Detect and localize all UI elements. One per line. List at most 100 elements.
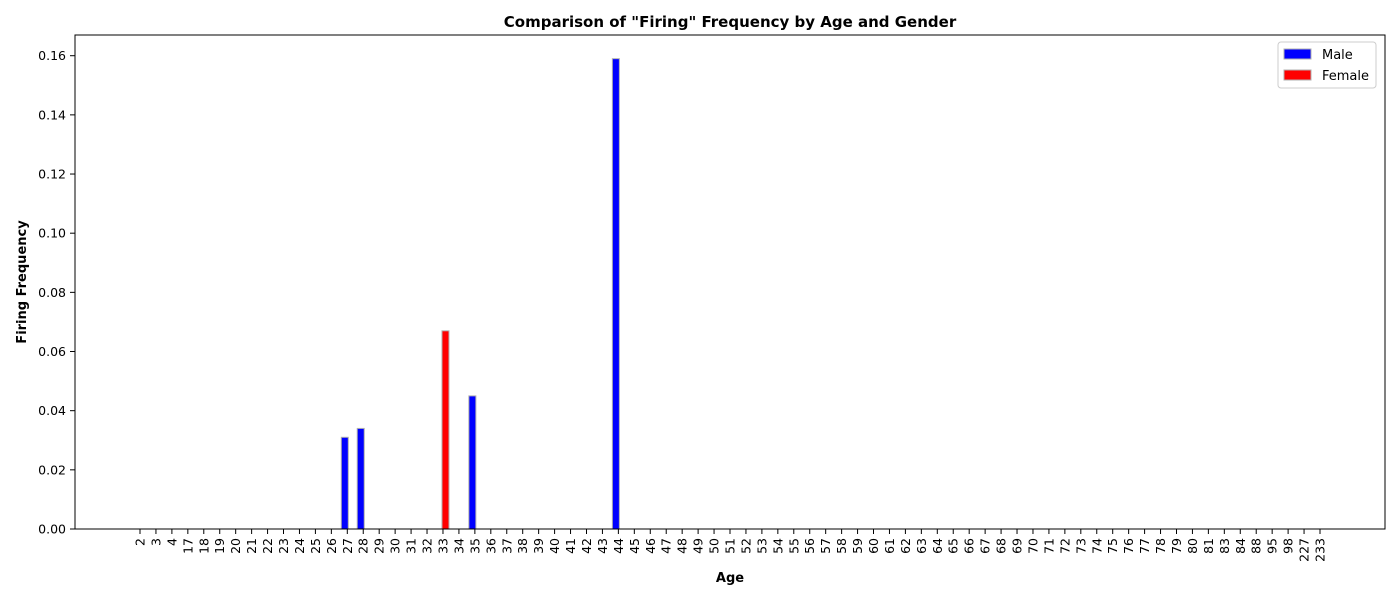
y-tick-label: 0.00 — [38, 522, 66, 537]
x-tick-label: 25 — [308, 538, 323, 554]
x-tick-label: 227 — [1297, 538, 1312, 562]
x-tick-label: 75 — [1105, 538, 1120, 554]
x-tick-label: 60 — [866, 538, 881, 554]
x-tick-label: 55 — [786, 538, 801, 554]
x-tick-label: 58 — [834, 538, 849, 554]
x-tick-label: 46 — [643, 538, 658, 554]
x-tick-label: 67 — [978, 538, 993, 554]
x-tick-label: 63 — [914, 538, 929, 554]
x-tick-label: 73 — [1073, 538, 1088, 554]
x-tick-label: 88 — [1249, 538, 1264, 554]
x-tick-label: 26 — [324, 538, 339, 554]
x-tick-label: 43 — [595, 538, 610, 554]
bar-male-27[interactable] — [340, 436, 349, 530]
x-tick-label: 17 — [180, 538, 195, 554]
x-tick-label: 22 — [260, 538, 275, 554]
x-tick-label: 41 — [563, 538, 578, 554]
x-tick-label: 49 — [691, 538, 706, 554]
x-tick-label: 29 — [372, 538, 387, 554]
x-tick-label: 21 — [244, 538, 259, 554]
x-tick-label: 95 — [1265, 538, 1280, 554]
x-tick-label: 35 — [467, 538, 482, 554]
x-tick-label: 53 — [754, 538, 769, 554]
x-tick-label: 34 — [451, 538, 466, 554]
x-tick-label: 52 — [738, 538, 753, 554]
x-tick-label: 18 — [196, 538, 211, 554]
x-tick-label: 65 — [946, 538, 961, 554]
x-tick-label: 64 — [930, 538, 945, 554]
x-tick-label: 70 — [1025, 538, 1040, 554]
legend: Male Female — [1277, 41, 1377, 89]
plot-frame — [74, 34, 1386, 530]
x-tick-label: 23 — [276, 538, 291, 554]
x-tick-label: 40 — [547, 538, 562, 554]
legend-label-female: Female — [1322, 69, 1369, 84]
x-tick-label: 50 — [707, 538, 722, 554]
y-tick-label: 0.10 — [38, 226, 66, 241]
bar-female-33[interactable] — [441, 330, 450, 530]
x-tick-label: 98 — [1281, 538, 1296, 554]
bar-male-44[interactable] — [611, 58, 620, 530]
x-tick-label: 79 — [1169, 538, 1184, 554]
x-tick-label: 69 — [1010, 538, 1025, 554]
y-tick-label: 0.02 — [38, 462, 66, 477]
x-tick-label: 37 — [499, 538, 514, 554]
x-tick-label: 27 — [340, 538, 355, 554]
x-tick-label: 28 — [356, 538, 371, 554]
x-tick-label: 48 — [675, 538, 690, 554]
y-tick-label: 0.12 — [38, 167, 66, 182]
x-tick-label: 42 — [579, 538, 594, 554]
x-tick-label: 32 — [420, 538, 435, 554]
x-tick-label: 78 — [1153, 538, 1168, 554]
x-tick-label: 76 — [1121, 538, 1136, 554]
x-axis-label: Age — [716, 571, 744, 586]
x-tick-label: 62 — [898, 538, 913, 554]
x-tick-label: 39 — [531, 538, 546, 554]
x-tick-label: 77 — [1137, 538, 1152, 554]
x-tick-label: 31 — [404, 538, 419, 554]
x-tick-label: 71 — [1041, 538, 1056, 554]
y-axis-label: Firing Frequency — [15, 220, 30, 344]
x-tick-label: 66 — [962, 538, 977, 554]
x-tick-label: 57 — [818, 538, 833, 554]
x-tick-label: 83 — [1217, 538, 1232, 554]
x-tick-label: 84 — [1233, 538, 1248, 554]
x-tick-label: 56 — [802, 538, 817, 554]
x-tick-label: 38 — [515, 538, 530, 554]
x-tick-label: 61 — [882, 538, 897, 554]
legend-swatch-male — [1283, 48, 1312, 60]
x-tick-label: 47 — [659, 538, 674, 554]
x-tick-label: 4 — [164, 538, 179, 546]
legend-label-male: Male — [1322, 48, 1353, 63]
x-tick-label: 74 — [1089, 538, 1104, 554]
x-tick-label: 36 — [483, 538, 498, 554]
x-tick-label: 81 — [1201, 538, 1216, 554]
x-tick-label: 68 — [994, 538, 1009, 554]
y-tick-label: 0.14 — [38, 107, 66, 122]
legend-swatch-female — [1283, 69, 1312, 81]
bar-male-35[interactable] — [468, 395, 477, 530]
x-tick-label: 59 — [850, 538, 865, 554]
x-tick-label: 233 — [1313, 538, 1328, 562]
chart-title: Comparison of "Firing" Frequency by Age … — [504, 13, 957, 31]
y-tick-label: 0.06 — [38, 344, 66, 359]
x-tick-label: 20 — [228, 538, 243, 554]
x-tick-label: 2 — [133, 538, 148, 546]
x-tick-label: 24 — [292, 538, 307, 554]
y-tick-label: 0.16 — [38, 48, 66, 63]
x-tick-label: 44 — [611, 538, 626, 554]
x-tick-label: 3 — [148, 538, 163, 546]
x-tick-label: 80 — [1185, 538, 1200, 554]
y-tick-label: 0.04 — [38, 403, 66, 418]
x-tick-label: 33 — [435, 538, 450, 554]
y-tick-label: 0.08 — [38, 285, 66, 300]
x-tick-label: 19 — [212, 538, 227, 554]
x-tick-label: 72 — [1057, 538, 1072, 554]
x-tick-label: 51 — [723, 538, 738, 554]
x-tick-label: 45 — [627, 538, 642, 554]
x-tick-label: 30 — [388, 538, 403, 554]
x-tick-label: 54 — [770, 538, 785, 554]
bar-male-28[interactable] — [356, 427, 365, 530]
plot-area: 0.000.020.040.060.080.100.120.140.162 3 4 1… — [38, 48, 1327, 562]
